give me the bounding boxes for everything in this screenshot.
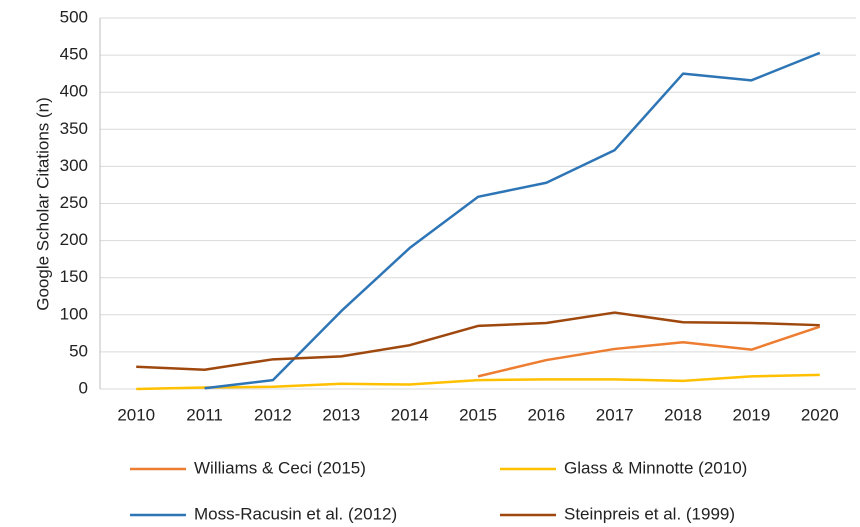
x-tick-label: 2019 (733, 405, 771, 424)
x-tick-label: 2020 (801, 405, 839, 424)
x-tick-label: 2011 (186, 405, 223, 424)
series-line (204, 51, 821, 390)
y-tick-label: 250 (60, 193, 88, 212)
x-tick-label: 2013 (322, 405, 360, 424)
y-tick-label: 200 (60, 230, 88, 249)
y-tick-label: 450 (60, 45, 88, 64)
y-tick-label: 400 (60, 82, 88, 101)
y-tick-label: 0 (79, 378, 88, 397)
x-tick-label: 2010 (117, 405, 155, 424)
y-tick-label: 100 (60, 304, 88, 323)
x-tick-label: 2017 (596, 405, 634, 424)
y-tick-label: 300 (60, 156, 88, 175)
x-tick-label: 2012 (254, 405, 292, 424)
legend-label: Moss-Racusin et al. (2012) (194, 504, 397, 523)
legend-label: Steinpreis et al. (1999) (564, 504, 735, 523)
series-line (136, 311, 820, 371)
legend-label: Glass & Minnotte (2010) (564, 458, 747, 477)
y-tick-label: 500 (60, 7, 88, 26)
x-tick-label: 2014 (391, 405, 429, 424)
y-tick-label: 350 (60, 119, 88, 138)
y-axis-label: Google Scholar Citations (n) (33, 97, 52, 311)
y-tick-label: 150 (60, 267, 88, 286)
x-tick-label: 2018 (664, 405, 702, 424)
x-tick-label: 2015 (459, 405, 497, 424)
legend-label: Williams & Ceci (2015) (194, 458, 366, 477)
series-line (477, 325, 821, 378)
y-tick-label: 50 (69, 341, 88, 360)
x-tick-label: 2016 (527, 405, 565, 424)
series-line (136, 373, 820, 391)
